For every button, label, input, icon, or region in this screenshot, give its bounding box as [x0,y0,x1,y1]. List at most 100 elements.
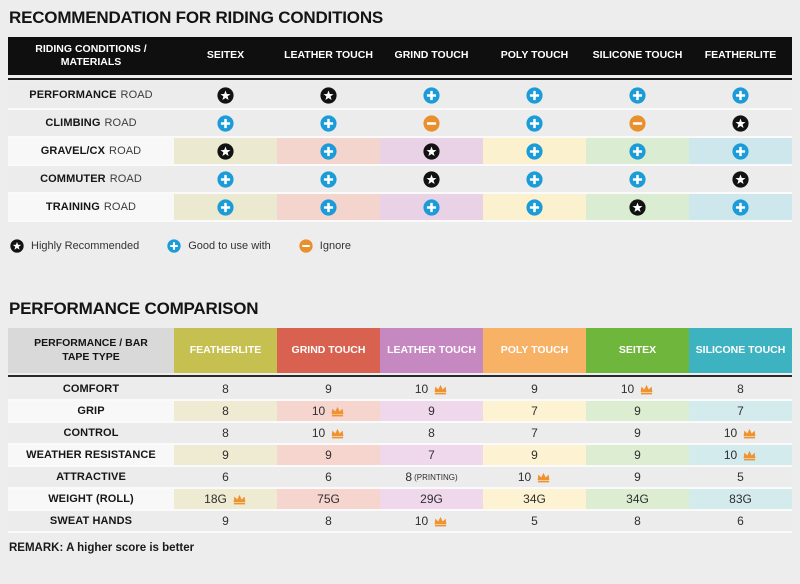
star-icon [320,86,337,104]
score-value: 18G [204,492,227,506]
star-icon [423,170,440,188]
score-cell: 9 [586,423,689,443]
row-label: GRAVEL/CX ROAD [8,138,174,164]
score-value: 7 [428,448,435,462]
score-value: 75G [317,492,340,506]
crown-icon [640,384,653,394]
minus-icon [423,114,440,132]
row-label: GRIP [8,401,174,421]
column-header: FEATHERLITE [689,37,792,75]
table-row: GRAVEL/CX ROAD [8,138,792,166]
plus-icon [732,142,749,160]
score-cell: 8 [174,379,277,399]
row-label: SWEAT HANDS [8,511,174,531]
best-score-crown [639,384,654,395]
score-value: 9 [222,514,229,528]
score-cell: 6 [277,467,380,487]
score-value: 9 [634,426,641,440]
plus-icon [320,170,337,188]
score-cell: 34G [483,489,586,509]
crown-icon [434,516,447,526]
crown-icon [434,384,447,394]
score-value: 34G [523,492,546,506]
row-label: PERFORMANCE ROAD [8,82,174,108]
row-label-bold: PERFORMANCE [29,89,117,101]
column-header: SILICONE TOUCH [586,37,689,75]
score-value: 10 [311,404,326,418]
header-divider-2 [8,375,792,377]
row-label-bold: TRAINING [45,201,100,213]
star-icon [217,142,234,160]
rating-cell [689,110,792,136]
performance-comparison-table: PERFORMANCE / BAR TAPE TYPE FEATHERLITE G… [8,328,792,533]
column-header-label: SEITEX [618,343,657,356]
plus-icon [320,142,337,160]
column-header-label: POLY TOUCH [500,343,569,356]
best-score-crown [330,428,345,439]
rating-cell [586,194,689,220]
plus-icon [217,198,234,216]
rating-cell [483,194,586,220]
column-header: POLY TOUCH [483,37,586,75]
column-header-label: LEATHER TOUCH [387,343,476,356]
rating-cell [277,110,380,136]
rating-cell [483,82,586,108]
plus-icon [629,170,646,188]
score-value: 8 [325,514,332,528]
score-value: 9 [325,382,332,396]
score-cell: 5 [689,467,792,487]
rating-cell [174,166,277,192]
rating-cell [586,166,689,192]
row-label: TRAINING ROAD [8,194,174,220]
score-cell: 6 [689,511,792,531]
remark-text: REMARK: A higher score is better [9,542,195,554]
row-label: CONTROL [8,423,174,443]
crown-icon [743,450,756,460]
row-label: WEIGHT (ROLL) [8,489,174,509]
rating-cell [380,194,483,220]
score-cell: 9 [277,445,380,465]
table-row: CONTROL 8 10 8 7 9 10 [8,423,792,445]
plus-icon [526,142,543,160]
riding-conditions-table: RIDING CONDITIONS / MATERIALS SEITEX LEAT… [8,37,792,222]
legend: Highly Recommended Good to use with Ignore [10,239,792,253]
score-cell: 7 [380,445,483,465]
score-cell: 9 [174,445,277,465]
rating-cell [380,82,483,108]
score-cell: 9 [174,511,277,531]
table-row: WEIGHT (ROLL) 18G 75G 29G 34G 34G 83G [8,489,792,511]
score-cell: 8 [174,401,277,421]
best-score-crown [536,472,551,483]
rating-cell [689,194,792,220]
score-cell: 75G [277,489,380,509]
column-header: GRIND TOUCH [380,37,483,75]
score-cell: 7 [483,401,586,421]
page: RECOMMENDATION FOR RIDING CONDITIONS RID… [8,8,792,554]
score-value: 9 [222,448,229,462]
score-cell: 8 [586,511,689,531]
score-value: 9 [634,448,641,462]
legend-label: Ignore [319,240,351,252]
rating-cell [586,138,689,164]
row-label-bold: CLIMBING [45,117,101,129]
row-label-rest: ROAD [103,201,137,213]
score-cell: 9 [586,467,689,487]
score-value: 8 [222,382,229,396]
row-label-bold: GRAVEL/CX [40,145,106,157]
score-value: 8 [634,514,641,528]
score-cell: 10 [689,445,792,465]
score-value: 9 [634,404,641,418]
row-label-rest: ROAD [109,173,142,185]
score-value: 9 [428,404,435,418]
star-icon [732,170,749,188]
score-value: 8 [405,470,413,484]
rating-cell [689,82,792,108]
row-label: WEATHER RESISTANCE [8,445,174,465]
rating-cell [689,166,792,192]
rating-cell [380,166,483,192]
score-value: 7 [737,404,744,418]
best-score-crown [330,406,345,417]
column-header-label: POLY TOUCH [500,49,569,62]
column-header-label: SILICONE TOUCH [695,343,786,356]
score-cell: 29G [380,489,483,509]
